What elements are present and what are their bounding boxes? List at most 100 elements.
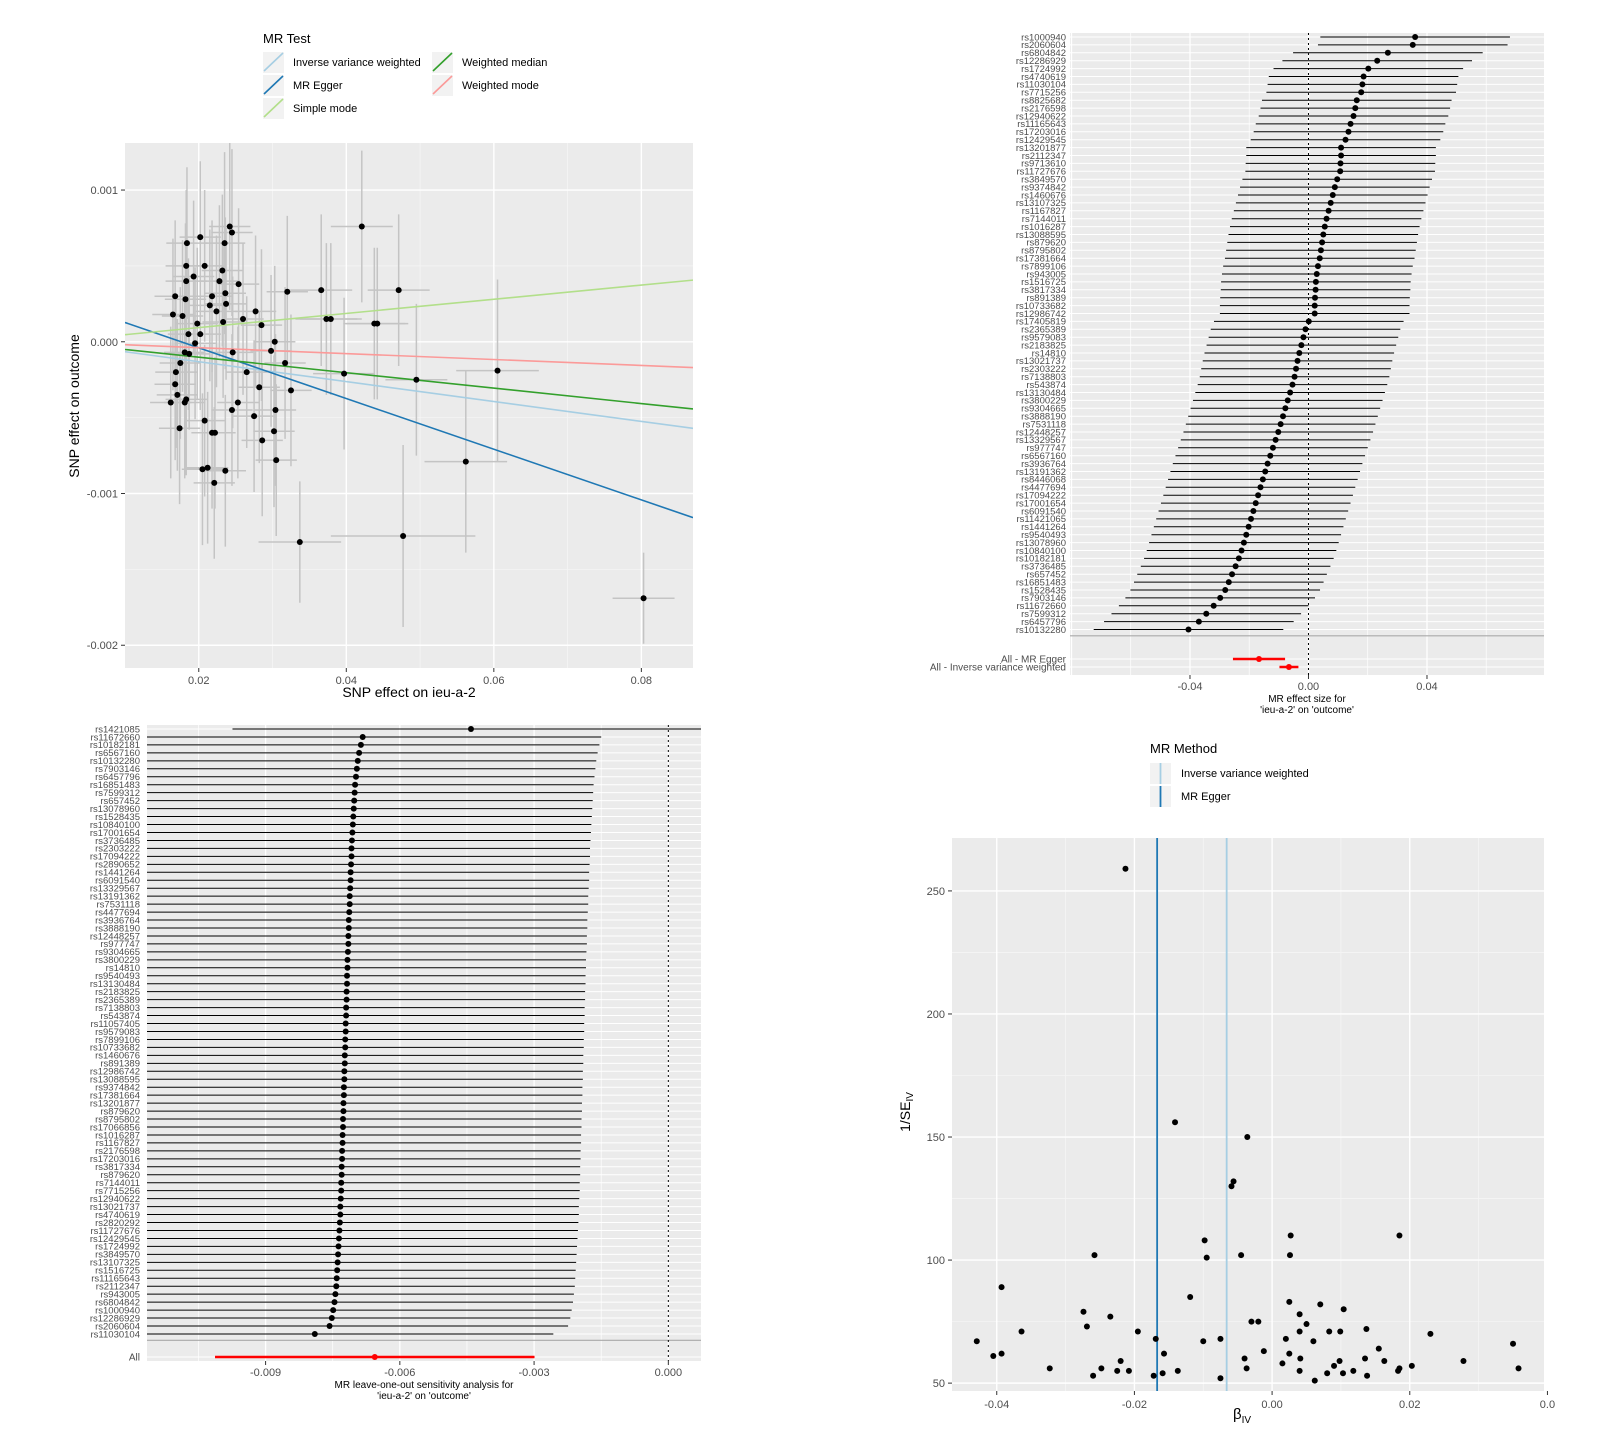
scatter-plot-background [125, 143, 693, 668]
p2-snp-label: rs9374842 [1021, 182, 1066, 193]
p3-snp-label: rs7903146 [95, 764, 140, 775]
scatter-point [183, 240, 190, 247]
p3-snp-point [338, 1171, 345, 1178]
p2-snp-point [1311, 302, 1318, 309]
p3-snp-point [346, 893, 353, 900]
p3-snp-point [341, 1052, 348, 1059]
funnel-point [1200, 1338, 1207, 1345]
p3-snp-point [351, 797, 358, 804]
scatter-point [190, 273, 197, 280]
scatter-point [271, 428, 278, 435]
scatter-line-simple-mode [125, 279, 693, 336]
funnel-point [1296, 1311, 1303, 1318]
p3-snp-point [350, 805, 357, 812]
funnel-point [1326, 1328, 1333, 1335]
scatter-point [204, 464, 211, 471]
p2-x-axis-label-line: 'ieu-a-2' on 'outcome' [1260, 705, 1354, 716]
p2-snp-label: rs6804842 [1021, 48, 1066, 59]
p2-snp-point [1337, 168, 1344, 175]
p2-snp-label: rs9579083 [1021, 333, 1066, 344]
p2-snp-point [1298, 342, 1305, 349]
p3-snp-point [338, 1163, 345, 1170]
scatter-legend: MR Test Inverse variance weighted MR Egger… [263, 31, 547, 119]
p3-snp-point [343, 1012, 350, 1019]
funnel-point [1159, 1370, 1166, 1377]
funnel-point [1427, 1330, 1434, 1337]
p2-snp-point [1327, 199, 1334, 206]
p2-snp-point [1374, 57, 1381, 64]
p2-snp-point [1311, 294, 1318, 301]
p3-snp-point [350, 813, 357, 820]
p3-snp-point [348, 861, 355, 868]
p2-snp-label: rs543874 [1026, 380, 1066, 391]
scatter-point [221, 240, 228, 247]
p3-snp-point [349, 829, 356, 836]
funnel-legend-label: Inverse variance weighted [1181, 768, 1309, 780]
p3-snp-label: rs1724992 [95, 1242, 140, 1253]
p2-snp-point [1195, 618, 1202, 625]
p2-snp-label: rs3849570 [1021, 175, 1066, 186]
scatter-point [206, 302, 213, 309]
p3-snp-point [340, 1092, 347, 1099]
funnel-x-tick-label: 0.02 [1399, 1399, 1420, 1411]
p3-x-axis-label-line: 'ieu-a-2' on 'outcome' [377, 1391, 471, 1402]
p2-snp-point [1222, 587, 1229, 593]
p2-snp-point [1312, 278, 1319, 285]
p2-snp-point [1365, 65, 1372, 72]
p2-snp-label: rs4740619 [1021, 72, 1066, 83]
scatter-point [172, 293, 179, 300]
p3-snp-point [344, 964, 351, 971]
p2-snp-label: rs879620 [1026, 238, 1066, 249]
p3-snp-point [348, 845, 355, 852]
p3-snp-point [356, 749, 363, 756]
p3-snp-point [357, 741, 364, 748]
p3-snp-point [346, 901, 353, 908]
scatter-legend-key [263, 52, 284, 72]
p2-snp-label: rs17381664 [1016, 254, 1066, 265]
p3-snp-label: rs13107325 [90, 1258, 140, 1269]
p2-snp-label: rs943005 [1026, 269, 1066, 280]
funnel-point [1150, 1372, 1157, 1379]
funnel-point [1098, 1365, 1105, 1372]
p3-snp-label: rs977747 [100, 939, 140, 950]
p2-snp-point [1287, 389, 1294, 396]
scatter-x-axis-label: SNP effect on ieu-a-2 [342, 684, 476, 700]
funnel-point [1337, 1328, 1344, 1335]
scatter-point [209, 293, 216, 300]
funnel-point [1161, 1350, 1168, 1357]
p3-snp-point [341, 1076, 348, 1083]
p2-snp-label: rs10733682 [1016, 301, 1066, 312]
funnel-point [1243, 1365, 1250, 1372]
p2-snp-point [1277, 421, 1284, 428]
p2-summary-label: All - MR Egger [1001, 654, 1067, 665]
p2-snp-point [1293, 365, 1300, 372]
p3-snp-point [342, 1020, 349, 1027]
scatter-point [228, 229, 235, 236]
p2-snp-point [1300, 334, 1307, 341]
p3-snp-label: rs891389 [100, 1059, 140, 1070]
funnel-point [1311, 1377, 1318, 1384]
scatter-x-tick-label: 0.08 [631, 675, 652, 687]
scatter-legend-label: Simple mode [293, 103, 357, 115]
p3-snp-label: rs13191362 [90, 891, 140, 902]
funnel-point [973, 1338, 980, 1345]
funnel-point [1125, 1367, 1132, 1374]
p3-snp-point [330, 1307, 337, 1314]
p3-summary-point [371, 1354, 378, 1360]
funnel-y-tick-label: 100 [927, 1255, 945, 1267]
scatter-point [183, 278, 190, 285]
p3-snp-label: rs10840100 [90, 820, 140, 831]
p2-snp-label: rs10182181 [1016, 554, 1066, 565]
p3-snp-point [349, 821, 356, 828]
p2-snp-point [1331, 184, 1338, 191]
scatter-x-tick-label: 0.02 [188, 675, 209, 687]
scatter-point [220, 319, 227, 326]
p3-snp-label: rs17094222 [90, 852, 140, 863]
p2-snp-point [1347, 120, 1354, 127]
p3-snp-point [339, 1155, 346, 1162]
funnel-x-tick-label: -0.04 [984, 1399, 1009, 1411]
p2-snp-label: rs16851483 [1016, 577, 1066, 588]
p3-snp-point [352, 773, 359, 780]
p3-snp-point [343, 988, 350, 995]
p2-snp-label: rs3800229 [1021, 396, 1066, 407]
